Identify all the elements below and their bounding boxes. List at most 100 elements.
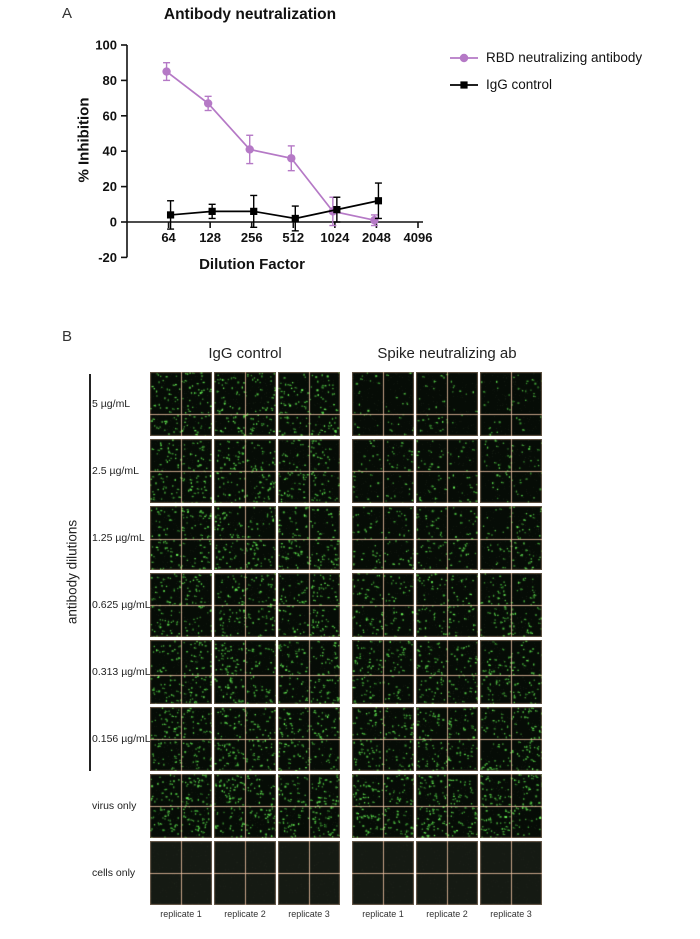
well-row: 5 µg/mL	[0, 372, 542, 436]
svg-text:100: 100	[95, 38, 117, 53]
replicate-label: replicate 1	[160, 909, 202, 919]
spike-ab-block	[352, 372, 542, 436]
row-label: 2.5 µg/mL	[92, 465, 139, 477]
legend-item: IgG control	[449, 77, 642, 92]
well-row: 1.25 µg/mL	[0, 506, 542, 570]
replicate-label: replicate 1	[362, 909, 404, 919]
row-label: 0.625 µg/mL	[92, 599, 151, 611]
svg-text:80: 80	[103, 73, 117, 88]
panel-b-label: B	[62, 328, 73, 345]
chart-legend: RBD neutralizing antibody IgG control	[449, 50, 642, 92]
chart-title: Antibody neutralization	[163, 6, 337, 23]
replicate-label-group: replicate 1 replicate 2 replicate 3	[150, 909, 340, 919]
well-row: 0.625 µg/mL	[0, 573, 542, 637]
well-row: cells only	[0, 841, 542, 905]
well-image	[150, 573, 212, 637]
well-image	[214, 841, 276, 905]
legend-item: RBD neutralizing antibody	[449, 50, 642, 65]
row-label: 1.25 µg/mL	[92, 532, 145, 544]
well-image	[150, 707, 212, 771]
spike-ab-block	[352, 506, 542, 570]
svg-text:512: 512	[282, 230, 304, 245]
replicate-label-group: replicate 1 replicate 2 replicate 3	[352, 909, 542, 919]
well-image	[278, 774, 340, 838]
well-image	[278, 372, 340, 436]
well-image	[214, 439, 276, 503]
row-label: 0.313 µg/mL	[92, 666, 151, 678]
chart-svg: -20 0 20 40 60 80 100 64 128 256 512 1024 2048 4096	[95, 38, 433, 265]
spike-ab-block	[352, 774, 542, 838]
panel-b-grid: 5 µg/mL 2.5 µg/mL 1.25 µg/mL 0.625 µg/mL 0.3…	[0, 372, 542, 908]
svg-text:2048: 2048	[362, 230, 391, 245]
well-image	[150, 439, 212, 503]
row-label: cells only	[92, 867, 136, 879]
well-image	[416, 707, 478, 771]
igg-control-block	[150, 640, 340, 704]
well-row: 0.156 µg/mL	[0, 707, 542, 771]
spike-ab-block	[352, 573, 542, 637]
igg-control-block	[150, 707, 340, 771]
igg-control-block	[150, 372, 340, 436]
well-image	[416, 439, 478, 503]
svg-text:40: 40	[103, 144, 117, 159]
svg-text:64: 64	[161, 230, 176, 245]
igg-control-block	[150, 506, 340, 570]
row-label: 0.156 µg/mL	[92, 733, 151, 745]
well-image	[480, 774, 542, 838]
svg-text:4096: 4096	[404, 230, 433, 245]
well-row: 0.313 µg/mL	[0, 640, 542, 704]
well-image	[352, 841, 414, 905]
igg-control-block	[150, 841, 340, 905]
column-header-igg-control: IgG control	[208, 345, 282, 362]
well-image	[480, 506, 542, 570]
well-image	[480, 640, 542, 704]
well-image	[150, 841, 212, 905]
spike-ab-block	[352, 640, 542, 704]
replicate-labels: replicate 1 replicate 2 replicate 3 replica…	[150, 909, 542, 919]
well-image	[278, 841, 340, 905]
well-image	[214, 707, 276, 771]
svg-text:60: 60	[103, 108, 117, 123]
well-image	[352, 372, 414, 436]
well-image	[352, 439, 414, 503]
well-image	[214, 640, 276, 704]
well-row: 2.5 µg/mL	[0, 439, 542, 503]
well-image	[150, 506, 212, 570]
spike-ab-block	[352, 707, 542, 771]
well-image	[480, 573, 542, 637]
well-image	[480, 439, 542, 503]
legend-square-marker-icon	[450, 80, 478, 89]
well-image	[416, 774, 478, 838]
spike-ab-block	[352, 439, 542, 503]
legend-label: IgG control	[486, 77, 553, 92]
panel-a-label: A	[62, 5, 73, 22]
chart-y-axis-label: % Inhibition	[75, 97, 93, 183]
well-image	[480, 372, 542, 436]
row-label: 5 µg/mL	[92, 398, 131, 410]
well-image	[352, 774, 414, 838]
column-header-spike-neutralizing-ab: Spike neutralizing ab	[377, 345, 517, 362]
spike-ab-block	[352, 841, 542, 905]
svg-text:1024: 1024	[320, 230, 350, 245]
well-image	[150, 372, 212, 436]
replicate-label: replicate 2	[224, 909, 266, 919]
well-image	[150, 640, 212, 704]
well-image	[352, 640, 414, 704]
chart-x-axis-label: Dilution Factor	[199, 256, 305, 273]
well-image	[278, 640, 340, 704]
well-image	[150, 774, 212, 838]
replicate-label: replicate 3	[288, 909, 330, 919]
well-image	[352, 506, 414, 570]
legend-label: RBD neutralizing antibody	[486, 50, 643, 65]
well-image	[278, 506, 340, 570]
svg-text:-20: -20	[98, 250, 117, 265]
svg-text:0: 0	[110, 215, 117, 230]
well-image	[416, 841, 478, 905]
well-image	[480, 841, 542, 905]
well-image	[214, 573, 276, 637]
replicate-label: replicate 2	[426, 909, 468, 919]
well-image	[214, 774, 276, 838]
well-image	[352, 573, 414, 637]
dilution-bracket-line	[89, 374, 91, 771]
